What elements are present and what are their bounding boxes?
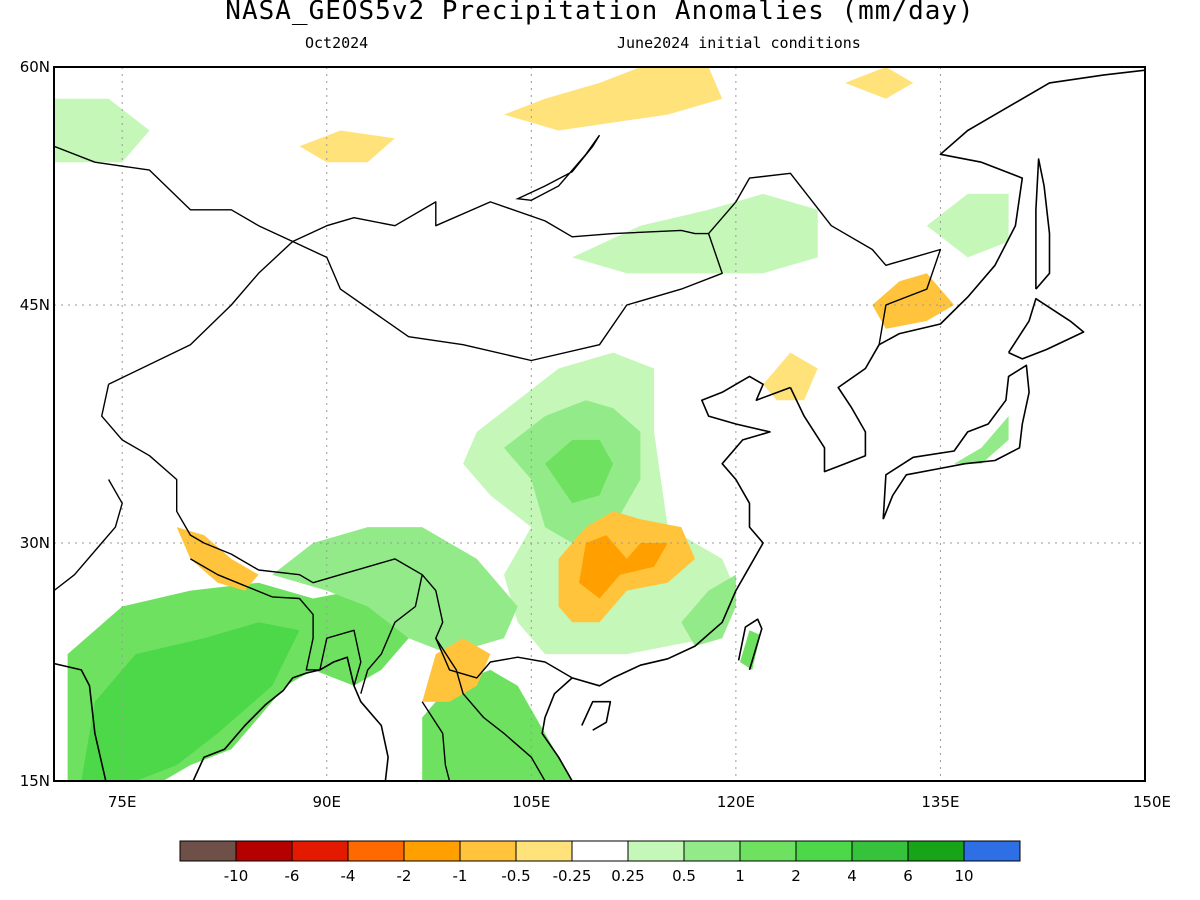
border-kazakh-russia	[54, 145, 293, 243]
lon-label: 135E	[921, 793, 959, 811]
colorbar-swatch	[571, 840, 629, 862]
gridlines	[54, 67, 1145, 781]
anomaly-region-sakhalin-dry	[845, 67, 914, 99]
colorbar-label: 1	[735, 867, 745, 885]
colorbar-swatch	[683, 840, 741, 862]
colorbar-swatch	[459, 840, 517, 862]
border-myanmar-east	[360, 574, 423, 694]
colorbar-label: -1	[453, 867, 468, 885]
anomaly-region-kazakh-wet	[54, 98, 150, 163]
colorbar-label: 4	[847, 867, 857, 885]
border-china-north	[108, 172, 942, 385]
colorbar-swatch	[403, 840, 461, 862]
lon-label: 105E	[512, 793, 550, 811]
border-nepal-south	[190, 558, 300, 600]
colorbar-label: 6	[903, 867, 913, 885]
lat-label: 30N	[20, 534, 50, 552]
colorbar-swatch	[907, 840, 965, 862]
coastline-sakhalin	[1035, 158, 1051, 290]
border-myanmar-thailand	[421, 701, 451, 781]
anomaly-region-south-china-dry-core	[579, 535, 668, 599]
lon-label: 90E	[312, 793, 341, 811]
coastlines-borders	[54, 69, 1145, 781]
colorbar-label: 10	[954, 867, 973, 885]
colorbar-label: -0.5	[501, 867, 530, 885]
colorbar-label: -6	[285, 867, 300, 885]
anomaly-region-china-central-wet-core	[545, 439, 614, 504]
lat-label: 60N	[20, 58, 50, 76]
colorbar-swatch	[627, 840, 685, 862]
colorbar-label: -0.25	[553, 867, 592, 885]
colorbar-swatch	[963, 840, 1021, 862]
colorbar-swatch	[515, 840, 573, 862]
border-china-southwest	[100, 384, 573, 679]
lake-lake-baikal	[515, 134, 601, 202]
colorbar-labels: -10 -6 -4 -2 -1 -0.5 -0.25 0.25 0.5 1 2 4 6 10	[224, 867, 974, 885]
colorbar-swatch	[235, 840, 293, 862]
longitude-labels: 75E 90E 105E 120E 135E 150E	[108, 793, 1171, 811]
anomaly-region-korea-dry	[763, 352, 818, 401]
colorbar-swatch	[739, 840, 797, 862]
coastline-japan-honshu	[882, 364, 1030, 520]
coastline-korea	[789, 344, 880, 473]
colorbar	[179, 840, 1021, 862]
anomaly-region-taiwan-wet	[740, 630, 761, 670]
border-india-pakistan	[54, 479, 123, 592]
anomaly-region-japan-wet	[954, 416, 1009, 464]
valid-month-label: Oct2024	[305, 34, 369, 52]
anomaly-region-india-wet-inner	[81, 622, 300, 781]
colorbar-swatch	[291, 840, 349, 862]
coastline-hainan	[581, 700, 612, 731]
lon-label: 150E	[1133, 793, 1171, 811]
colorbar-swatch	[851, 840, 909, 862]
coastline-southeast-asia	[541, 677, 573, 781]
colorbar-label: 0.25	[611, 867, 644, 885]
border-bangladesh	[298, 598, 362, 686]
chart-title: NASA_GEOS5v2 Precipitation Anomalies (mm…	[225, 0, 975, 26]
coastline-russia-pacific	[878, 69, 1145, 346]
coastline-hokkaido	[1007, 297, 1085, 360]
border-mongolia-north	[292, 201, 709, 243]
anomaly-region-tibet-wet	[272, 527, 518, 655]
init-conditions-label: June2024 initial conditions	[617, 34, 861, 52]
colorbar-label: -10	[224, 867, 249, 885]
colorbar-label: 0.5	[672, 867, 696, 885]
latitude-labels: 60N 45N 30N 15N	[20, 58, 50, 790]
lon-label: 75E	[108, 793, 137, 811]
colorbar-swatch	[347, 840, 405, 862]
coastline-india-west-coast	[54, 654, 107, 781]
anomaly-region-nepal-dry	[176, 527, 259, 591]
anomaly-region-siberia-dry	[504, 67, 723, 131]
border-thailand-laos	[435, 637, 546, 781]
colorbar-swatch	[179, 840, 237, 862]
anomaly-region-manchuria-dry	[872, 273, 955, 329]
colorbar-swatch	[795, 840, 853, 862]
lat-label: 15N	[20, 772, 50, 790]
coastline-china-coast	[571, 375, 791, 687]
colorbar-label: -2	[397, 867, 412, 885]
anomaly-region-west-mongolia-dry	[299, 130, 395, 163]
coastline-taiwan	[737, 618, 763, 671]
anomaly-region-myanmar-wet	[422, 669, 573, 781]
colorbar-label: -4	[341, 867, 356, 885]
anomaly-region-far-east-wet	[926, 193, 1009, 258]
map-frame	[53, 66, 1146, 782]
lon-label: 120E	[717, 793, 755, 811]
lat-label: 45N	[20, 296, 50, 314]
anomaly-region-southeast-coast-wet	[681, 574, 736, 647]
coastline-bay-of-bengal	[192, 656, 389, 781]
colorbar-label: 2	[791, 867, 801, 885]
